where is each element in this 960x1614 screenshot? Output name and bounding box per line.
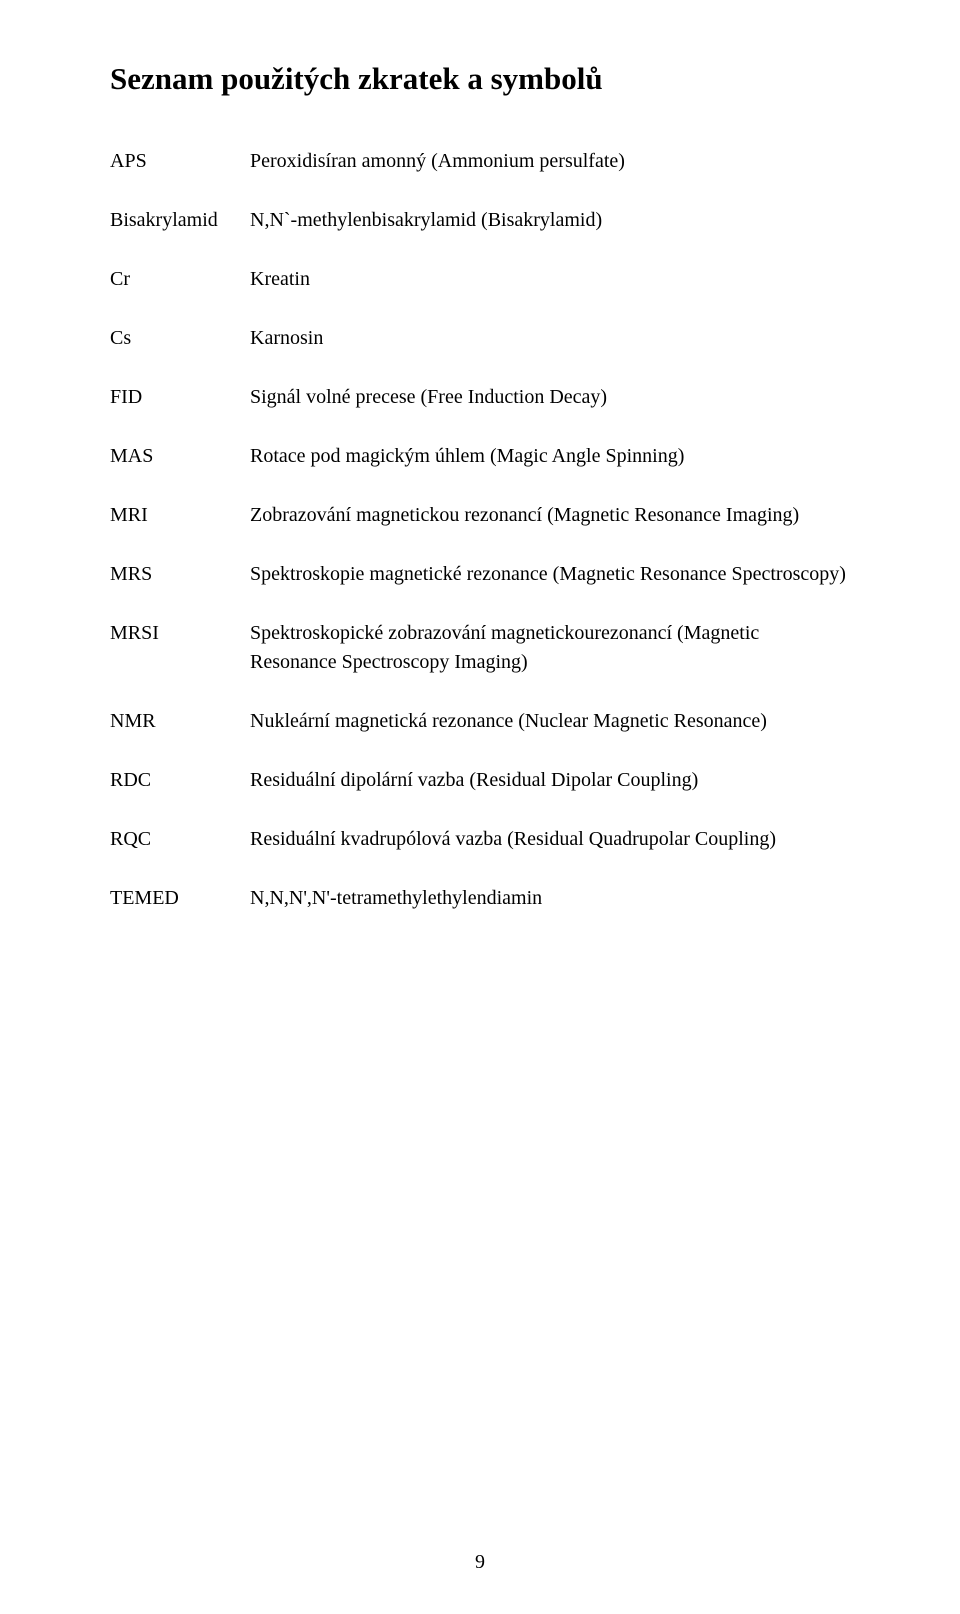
definition: Kreatin — [250, 265, 850, 294]
definition: Residuální dipolární vazba (Residual Dip… — [250, 766, 850, 795]
definition: Spektroskopie magnetické rezonance (Magn… — [250, 560, 850, 589]
definition-row: Cs Karnosin — [110, 324, 850, 353]
page-title: Seznam použitých zkratek a symbolů — [110, 60, 850, 99]
definition-row: MRSI Spektroskopické zobrazování magneti… — [110, 619, 850, 677]
definition: Karnosin — [250, 324, 850, 353]
definition: Spektroskopické zobrazování magnetickour… — [250, 619, 850, 677]
definition: N,N`-methylenbisakrylamid (Bisakrylamid) — [250, 206, 850, 235]
abbr: MRS — [110, 560, 250, 589]
definition: Signál volné precese (Free Induction Dec… — [250, 383, 850, 412]
page-number: 9 — [0, 1551, 960, 1574]
abbr: MRSI — [110, 619, 250, 648]
definition: Residuální kvadrupólová vazba (Residual … — [250, 825, 850, 854]
definition-row: FID Signál volné precese (Free Induction… — [110, 383, 850, 412]
abbr: TEMED — [110, 884, 250, 913]
abbr: Cs — [110, 324, 250, 353]
abbr: FID — [110, 383, 250, 412]
definition-row: MRS Spektroskopie magnetické rezonance (… — [110, 560, 850, 589]
abbr: Cr — [110, 265, 250, 294]
definition: Nukleární magnetická rezonance (Nuclear … — [250, 707, 850, 736]
abbr: RDC — [110, 766, 250, 795]
definition-row: RDC Residuální dipolární vazba (Residual… — [110, 766, 850, 795]
definition: N,N,N',N'-tetramethylethylendiamin — [250, 884, 850, 913]
definition-row: APS Peroxidisíran amonný (Ammonium persu… — [110, 147, 850, 176]
abbr: NMR — [110, 707, 250, 736]
definition-row: Bisakrylamid N,N`-methylenbisakrylamid (… — [110, 206, 850, 235]
definition: Rotace pod magickým úhlem (Magic Angle S… — [250, 442, 850, 471]
abbr: MAS — [110, 442, 250, 471]
abbr: APS — [110, 147, 250, 176]
definition: Peroxidisíran amonný (Ammonium persulfat… — [250, 147, 850, 176]
definition-row: MAS Rotace pod magickým úhlem (Magic Ang… — [110, 442, 850, 471]
definition-row: MRI Zobrazování magnetickou rezonancí (M… — [110, 501, 850, 530]
abbr: RQC — [110, 825, 250, 854]
definition-row: RQC Residuální kvadrupólová vazba (Resid… — [110, 825, 850, 854]
abbr: Bisakrylamid — [110, 206, 250, 235]
definition-row: Cr Kreatin — [110, 265, 850, 294]
definition: Zobrazování magnetickou rezonancí (Magne… — [250, 501, 850, 530]
definition-row: NMR Nukleární magnetická rezonance (Nucl… — [110, 707, 850, 736]
definition-row: TEMED N,N,N',N'-tetramethylethylendiamin — [110, 884, 850, 913]
page: Seznam použitých zkratek a symbolů APS P… — [0, 0, 960, 1614]
abbr: MRI — [110, 501, 250, 530]
